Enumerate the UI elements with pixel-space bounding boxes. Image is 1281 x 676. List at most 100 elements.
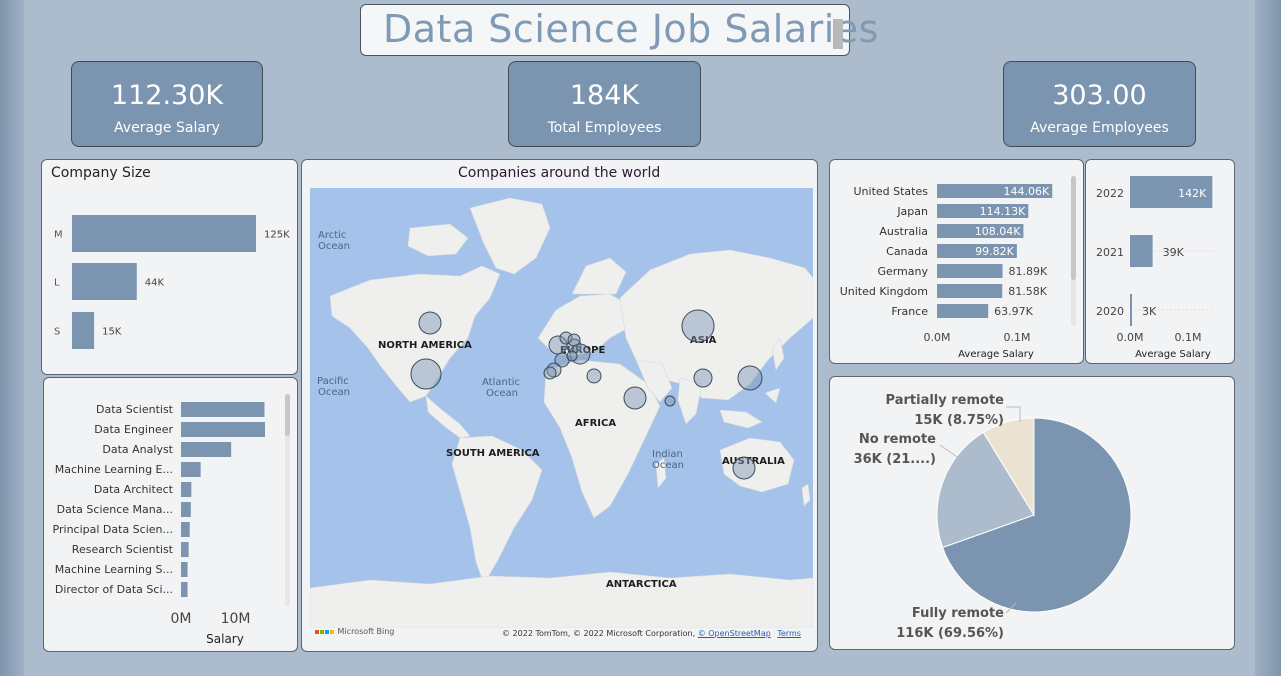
size-bar [72, 215, 256, 252]
label-pacific-2: Ocean [318, 387, 350, 398]
label-africa: AFRICA [575, 418, 616, 429]
job-bar [181, 462, 201, 477]
label-arctic-2: Ocean [318, 241, 350, 252]
year-data-label: 142K [1178, 187, 1207, 200]
label-south-america: SOUTH AMERICA [446, 448, 540, 459]
country-salary-panel[interactable]: United States 144.06K Japan 114.13K Australi… [829, 159, 1084, 364]
label-atlantic-2: Ocean [486, 388, 518, 399]
bing-logo-square [325, 629, 329, 634]
remote-ratio-panel[interactable]: Fully remote 116K (69.56%) No remote 36K (2… [829, 376, 1235, 650]
map-labels: NORTH AMERICA SOUTH AMERICA EUROPE AFRIC… [317, 230, 785, 590]
bubble-india [664, 395, 676, 407]
country-category-label: United States [854, 185, 929, 198]
year-axis-tick: 0.0M [1117, 331, 1144, 344]
job-category-label: Research Scientist [72, 543, 174, 556]
title-textbox[interactable]: Data Science Job Salaries [360, 4, 878, 56]
right-frame [1255, 0, 1281, 676]
terms-link[interactable]: Terms [777, 629, 801, 638]
scrollbar-thumb[interactable] [285, 394, 290, 436]
job-axis-title: Salary [206, 632, 244, 646]
country-data-label: 81.58K [1008, 285, 1047, 298]
kpi-value: 303.00 [1052, 80, 1147, 111]
job-bar [181, 582, 188, 597]
bubble-egypt [623, 386, 647, 410]
bing-logo-square [320, 629, 324, 634]
kpi-average-salary[interactable]: 112.30K Average Salary [71, 61, 263, 147]
job-bar [181, 542, 189, 557]
country-data-label: 114.13K [980, 205, 1026, 218]
country-bar [937, 284, 1003, 298]
label-europe: EUROPE [560, 345, 605, 356]
country-bar [937, 304, 989, 318]
kpi-average-employees[interactable]: 303.00 Average Employees [1003, 61, 1196, 147]
label-asia: ASIA [690, 335, 717, 346]
year-data-label: 3K [1142, 305, 1157, 318]
bing-logo-square [330, 629, 334, 634]
kpi-total-employees[interactable]: 184K Total Employees [508, 61, 701, 147]
bubble-australia [732, 456, 756, 480]
size-category-label: M [54, 230, 63, 241]
country-category-label: Australia [879, 225, 928, 238]
size-data-label: 15K [102, 327, 122, 338]
country-category-label: France [891, 305, 928, 318]
country-axis-tick: 0.1M [1004, 331, 1031, 344]
pie-data-label-fully-remote: 116K (69.56%) [896, 626, 1004, 641]
job-category-label: Data Analyst [102, 443, 173, 456]
job-axis-tick: 10M [221, 611, 251, 627]
greenland-land [469, 197, 551, 275]
job-bar [181, 522, 190, 537]
company-bubbles [410, 309, 763, 480]
scrollbar-thumb[interactable] [1071, 176, 1076, 280]
kpi-label: Average Employees [1030, 120, 1169, 136]
pie-data-label-no-remote: 36K (21....) [854, 452, 936, 467]
size-bar [72, 263, 137, 300]
pie-slice [936, 431, 1035, 549]
job-category-label: Machine Learning S... [55, 563, 173, 576]
bubble-russia [681, 309, 715, 343]
land-masses [310, 197, 813, 628]
job-bar [181, 422, 265, 437]
world-map[interactable]: NORTH AMERICA SOUTH AMERICA EUROPE AFRIC… [310, 188, 813, 628]
bubble-canada [418, 311, 442, 335]
north-america-land [329, 265, 501, 403]
job-title-panel[interactable]: Data Scientist Data Engineer Data Analyst M… [43, 377, 298, 652]
job-category-label: Data Science Mana... [57, 503, 173, 516]
bubble-usa [410, 358, 442, 390]
country-category-label: Japan [896, 205, 928, 218]
label-antarctica: ANTARCTICA [606, 579, 677, 590]
job-bar [181, 562, 188, 577]
country-data-label: 81.89K [1009, 265, 1048, 278]
scrollbar-track[interactable] [285, 394, 290, 606]
year-category-label: 2020 [1096, 305, 1124, 318]
company-size-title: Company Size [51, 165, 151, 181]
country-axis-title: Average Salary [958, 349, 1034, 360]
year-axis-tick: 0.1M [1175, 331, 1202, 344]
company-size-chart: M 125K L 44K S 15K [54, 215, 290, 349]
country-data-label: 99.82K [975, 245, 1014, 258]
osm-link[interactable]: © OpenStreetMap [697, 629, 771, 638]
size-bar [72, 312, 95, 349]
size-category-label: S [54, 327, 60, 338]
job-category-label: Data Scientist [96, 403, 174, 416]
map-panel[interactable]: Companies around the world [301, 159, 818, 652]
pie-slice [941, 417, 1132, 613]
label-atlantic-1: Atlantic [482, 377, 520, 388]
bing-logo-square [315, 629, 319, 634]
size-category-label: L [54, 278, 60, 289]
bing-logo[interactable]: Microsoft Bing [315, 627, 394, 636]
kpi-value: 184K [569, 80, 640, 111]
pie-label-partially-remote: Partially remote [886, 393, 1005, 408]
text-cursor [833, 19, 843, 49]
job-title-chart: Data Scientist Data Engineer Data Analyst M… [53, 402, 265, 646]
job-category-label: Data Engineer [94, 423, 173, 436]
year-salary-panel[interactable]: 2022 142K 2021 39K 2020 3K 0.0M 0.1M Average Sal… [1085, 159, 1235, 364]
kpi-label: Average Salary [114, 120, 220, 136]
remote-ratio-pie: Fully remote 116K (69.56%) No remote 36K (2… [854, 393, 1132, 641]
label-indian-1: Indian [652, 449, 683, 460]
bubble-italy [586, 368, 602, 384]
africa-land [543, 359, 661, 519]
arctic-islands-land [407, 223, 469, 257]
country-data-label: 144.06K [1004, 185, 1050, 198]
pie-data-label-partially-remote: 15K (8.75%) [914, 413, 1004, 428]
company-size-panel[interactable]: Company Size M 125K L 44K S 15K [41, 159, 298, 375]
